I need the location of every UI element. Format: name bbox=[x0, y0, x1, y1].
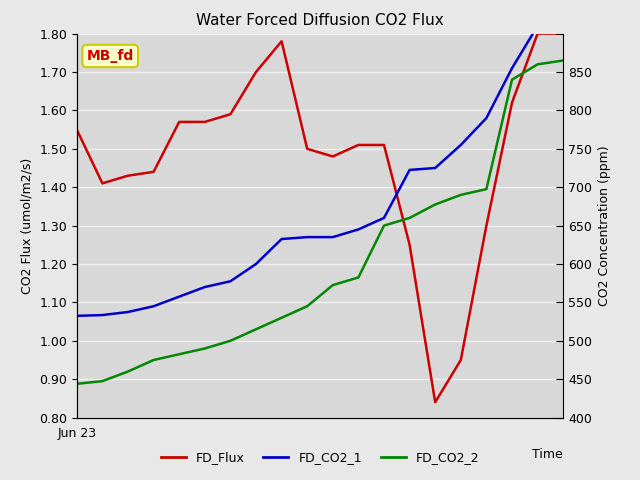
Legend: FD_Flux, FD_CO2_1, FD_CO2_2: FD_Flux, FD_CO2_1, FD_CO2_2 bbox=[156, 446, 484, 469]
Title: Water Forced Diffusion CO2 Flux: Water Forced Diffusion CO2 Flux bbox=[196, 13, 444, 28]
Y-axis label: CO2 Concentration (ppm): CO2 Concentration (ppm) bbox=[598, 145, 611, 306]
Text: MB_fd: MB_fd bbox=[86, 49, 134, 63]
Text: Time: Time bbox=[532, 448, 563, 461]
Y-axis label: CO2 Flux (umol/m2/s): CO2 Flux (umol/m2/s) bbox=[20, 157, 33, 294]
